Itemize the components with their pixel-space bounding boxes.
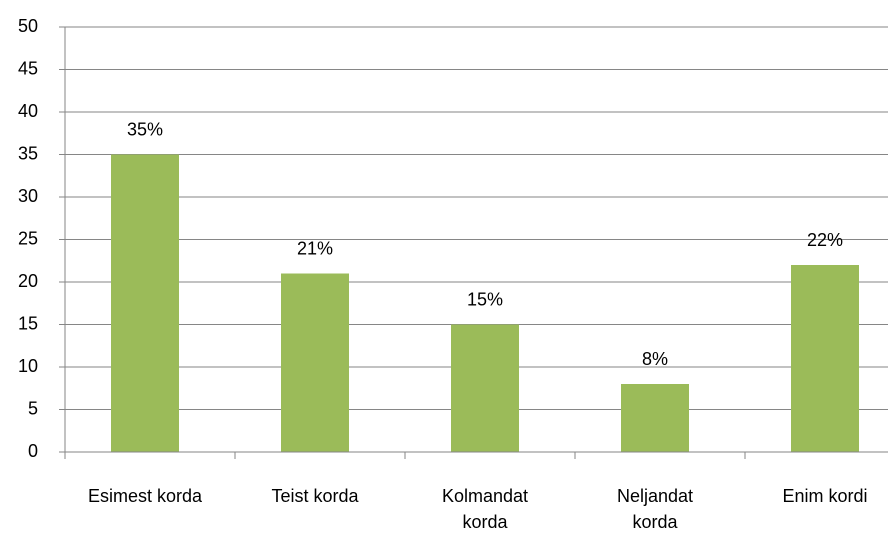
y-tick-label: 40: [18, 101, 38, 121]
x-tick-label: Esimest korda: [87, 486, 203, 506]
y-tick-label: 5: [28, 398, 38, 418]
bar: [281, 273, 349, 452]
data-label: 8%: [642, 349, 668, 369]
data-label: 15%: [467, 289, 503, 309]
y-tick-label: 50: [18, 16, 38, 36]
y-tick-label: 10: [18, 356, 38, 376]
x-tick-label: Kolmandat korda: [441, 486, 529, 532]
y-tick-label: 20: [18, 271, 38, 291]
y-tick-label: 45: [18, 58, 38, 78]
bar: [111, 154, 179, 452]
data-label: 22%: [807, 230, 843, 250]
x-tick-label: Enim kordi: [782, 486, 868, 506]
y-tick-label: 25: [18, 228, 38, 248]
y-tick-label: 15: [18, 313, 38, 333]
y-tick-label: 35: [18, 143, 38, 163]
x-tick-label: Neljandat korda: [616, 486, 694, 532]
data-label: 35%: [127, 119, 163, 139]
x-tick-label: Teist korda: [271, 486, 359, 506]
bar: [451, 324, 519, 452]
bar: [621, 384, 689, 452]
y-tick-label: 0: [28, 441, 38, 461]
bar: [791, 265, 859, 452]
data-label: 21%: [297, 238, 333, 258]
y-tick-label: 30: [18, 186, 38, 206]
